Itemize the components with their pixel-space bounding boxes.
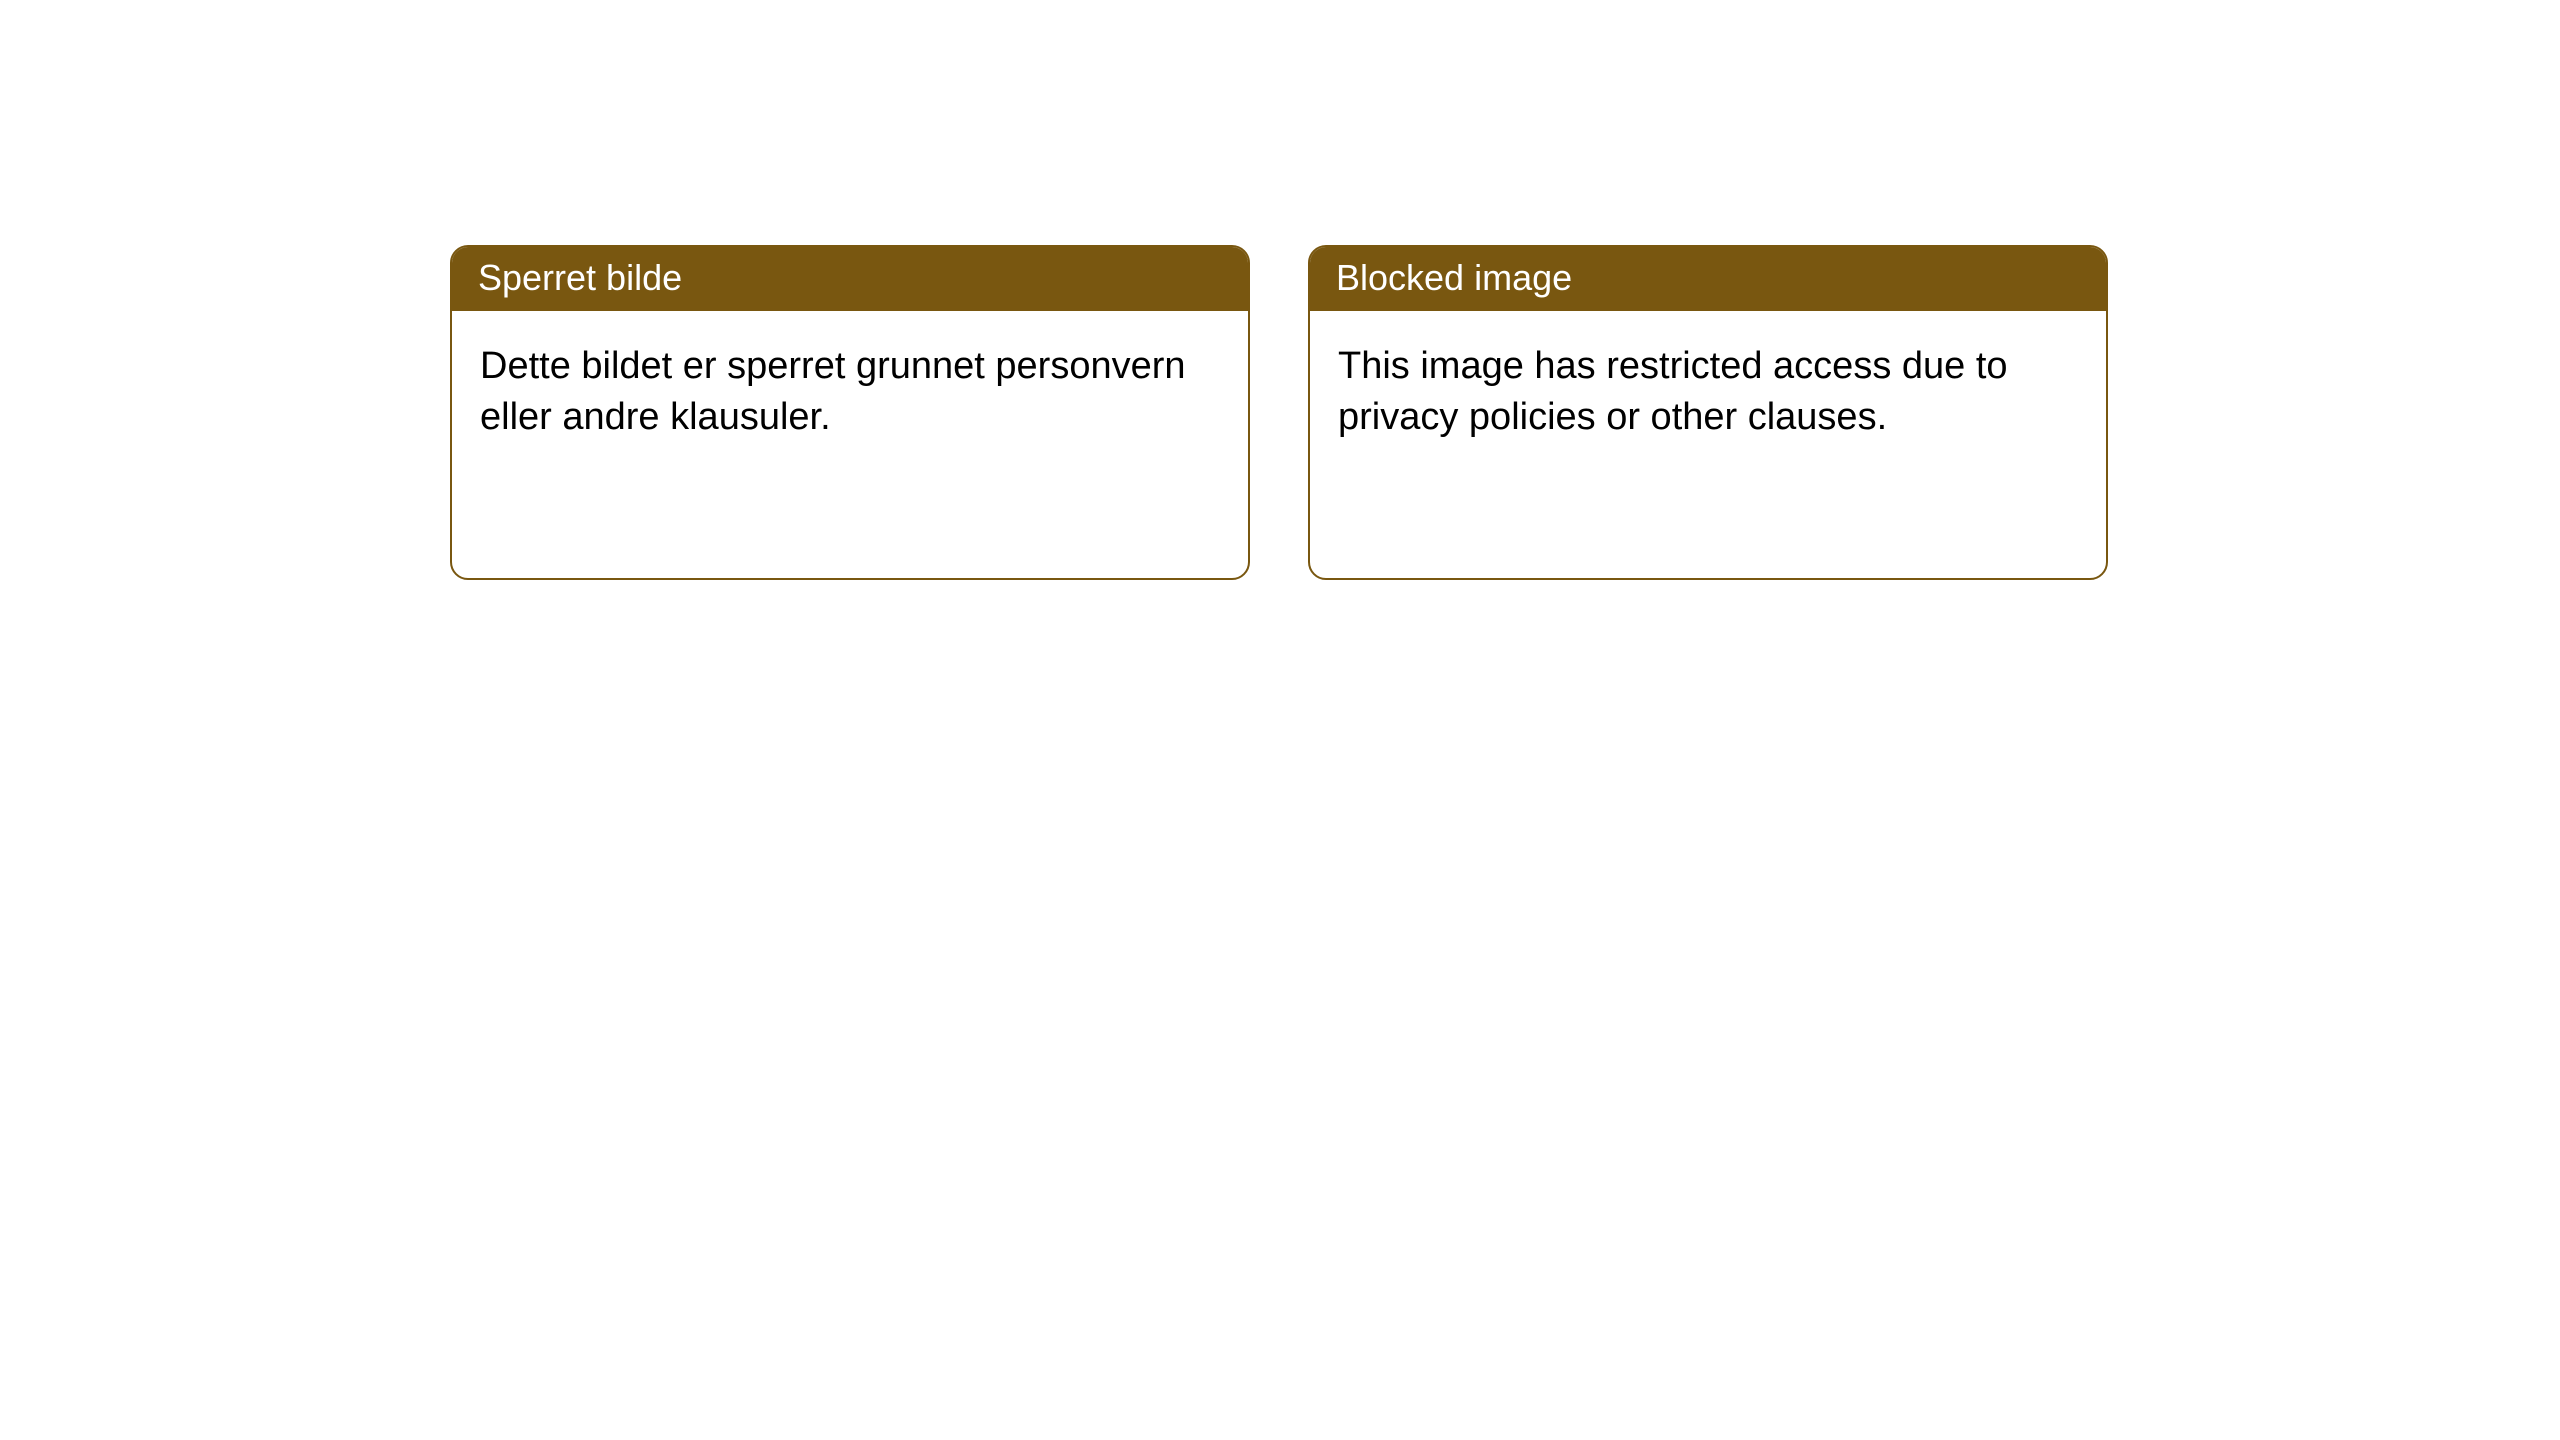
notice-card-english: Blocked image This image has restricted … [1308, 245, 2108, 580]
notice-card-norwegian: Sperret bilde Dette bildet er sperret gr… [450, 245, 1250, 580]
card-title: Sperret bilde [478, 257, 682, 298]
notice-container: Sperret bilde Dette bildet er sperret gr… [450, 245, 2108, 580]
card-title: Blocked image [1336, 257, 1572, 298]
card-body-text: Dette bildet er sperret grunnet personve… [480, 345, 1186, 438]
card-header: Blocked image [1310, 247, 2106, 311]
card-header: Sperret bilde [452, 247, 1248, 311]
card-body: Dette bildet er sperret grunnet personve… [452, 311, 1248, 474]
card-body: This image has restricted access due to … [1310, 311, 2106, 474]
card-body-text: This image has restricted access due to … [1338, 345, 2008, 438]
